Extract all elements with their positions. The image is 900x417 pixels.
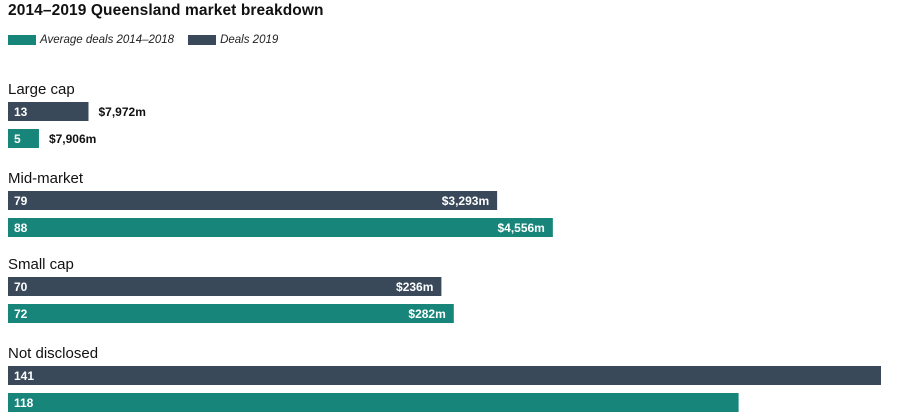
bar-count-label: 88 — [14, 221, 28, 235]
legend-item-average: Average deals 2014–2018 — [8, 34, 174, 46]
bar-value-label: $4,556m — [497, 221, 544, 235]
bar-count-label: 141 — [14, 369, 34, 383]
legend-label-average: Average deals 2014–2018 — [40, 34, 175, 46]
legend-item-2019: Deals 2019 — [188, 34, 278, 46]
category-label: Not disclosed — [8, 345, 98, 362]
bar — [8, 304, 454, 323]
bar-count-label: 5 — [14, 132, 21, 146]
bar-count-label: 13 — [14, 105, 28, 119]
category-label: Small cap — [8, 256, 74, 273]
legend-swatch-average — [8, 35, 36, 45]
bar — [8, 393, 739, 412]
legend-swatch-2019 — [188, 35, 217, 45]
bar — [8, 191, 498, 210]
bar — [8, 218, 553, 237]
category-label: Large cap — [8, 81, 75, 98]
bar-count-label: 79 — [14, 194, 28, 208]
bar — [8, 102, 89, 121]
bar — [8, 366, 881, 385]
chart-title: 2014–2019 Queensland market breakdown — [8, 2, 324, 19]
bar-value-label: $7,972m — [98, 105, 145, 119]
bar-count-label: 72 — [14, 307, 28, 321]
bar-value-label: $3,293m — [442, 194, 489, 208]
bar-count-label: 70 — [14, 280, 28, 294]
bar-count-label: 118 — [14, 396, 34, 410]
bar-value-label: $282m — [408, 307, 445, 321]
bar-value-label: $236m — [396, 280, 433, 294]
legend-label-2019: Deals 2019 — [220, 34, 279, 46]
legend: Average deals 2014–2018 Deals 2019 — [8, 34, 292, 46]
bar — [8, 277, 442, 296]
category-label: Mid-market — [8, 170, 84, 187]
bar-value-label: $7,906m — [49, 132, 96, 146]
bar — [8, 129, 39, 148]
